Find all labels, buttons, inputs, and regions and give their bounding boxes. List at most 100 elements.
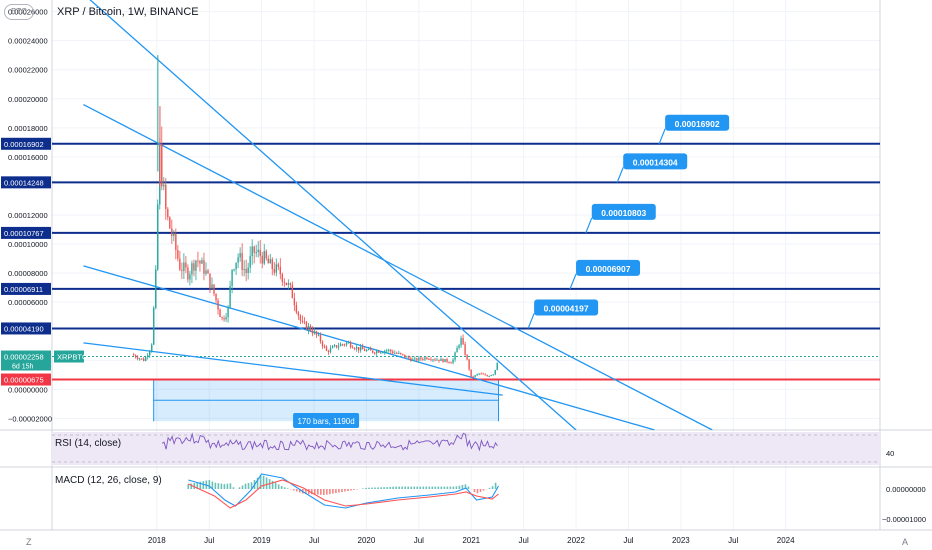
x-tick-label: 2022 (567, 536, 585, 545)
candle-body (454, 352, 456, 360)
candle-body (327, 350, 330, 353)
measure-label: 170 bars, 1190d (297, 417, 354, 426)
current-price-countdown: 6d 15h (12, 364, 34, 371)
y-tick-label: 0.00000000 (8, 385, 48, 394)
candle-body (426, 357, 428, 359)
symbol-badge[interactable]: BTC (4, 4, 34, 20)
rsi-level-label: 40 (886, 449, 894, 458)
candle-body (305, 322, 308, 330)
macd-histogram-bar (250, 482, 253, 489)
macd-histogram-bar (434, 486, 437, 489)
callout-pointer (527, 313, 535, 329)
candle-body (255, 251, 257, 253)
macd-histogram-bar (383, 487, 385, 489)
macd-histogram-bar (467, 486, 470, 489)
measure-label-bg (293, 413, 360, 428)
candle-body (406, 356, 408, 358)
candle-body (136, 357, 139, 359)
callout-label: 0.00014304 (633, 157, 678, 167)
candle-body (337, 346, 340, 348)
candle-body (474, 375, 476, 378)
candle-body (147, 355, 149, 358)
callout-pointer (658, 128, 666, 145)
symbol-tag-bg (54, 350, 84, 363)
y-tick-label: 0.00008000 (8, 269, 48, 278)
candle-body (177, 249, 179, 259)
level-axis-label-bg (1, 226, 51, 239)
x-tick-label: Jul (623, 536, 633, 545)
candle-body (428, 358, 430, 360)
macd-histogram-bar (310, 489, 313, 495)
candle-body (374, 352, 376, 354)
candle-body (448, 361, 450, 363)
macd-title[interactable]: MACD (12, 26, close, 9) (55, 475, 162, 486)
macd-histogram-bar (392, 486, 394, 489)
x-tick-label: Jul (204, 536, 214, 545)
candle-body (384, 350, 386, 353)
x-tick-label: Jul (519, 536, 529, 545)
macd-histogram-bar (223, 484, 226, 489)
candle-body (263, 251, 265, 264)
candle-body (315, 331, 318, 335)
macd-histogram-bar (428, 486, 431, 489)
candle-body (363, 349, 366, 351)
candle-body (265, 251, 267, 259)
x-tick-label: Jul (309, 536, 319, 545)
level-axis-label: 0.00004190 (4, 324, 44, 333)
macd-histogram-bar (208, 479, 211, 489)
macd-histogram-bar (256, 477, 259, 489)
macd-histogram-bar (446, 486, 449, 489)
candle-body (436, 359, 438, 361)
callout-box (576, 259, 641, 276)
candle-body (279, 266, 282, 275)
candle-body (341, 344, 344, 346)
macd-histogram-bar (226, 483, 229, 489)
macd-histogram-bar (196, 482, 199, 489)
macd-histogram-bar (368, 487, 370, 489)
y-tick-label: 0.00024000 (8, 37, 48, 46)
candle-body (484, 374, 486, 376)
candle-body (257, 249, 259, 252)
candle-body (359, 346, 362, 351)
candle-body (440, 358, 442, 361)
candle-body (221, 316, 223, 319)
candle-body (151, 344, 153, 352)
candle-body (173, 233, 175, 236)
candle-body (289, 283, 292, 285)
candle-body (323, 346, 326, 348)
macd-histogram-bar (464, 484, 467, 489)
candle-body (169, 217, 171, 229)
candle-body (155, 269, 157, 308)
candle-body (251, 246, 253, 256)
auto-scale-button[interactable]: A (902, 537, 909, 547)
callout-pointer (585, 217, 593, 234)
candle-body (335, 345, 338, 348)
callout-pointer (616, 167, 624, 183)
candle-body (357, 347, 360, 351)
candle-body (444, 358, 446, 363)
candle-body (197, 260, 199, 262)
macd-histogram-bar (335, 489, 337, 494)
candle-body (464, 344, 466, 355)
candle-body (273, 269, 275, 273)
callout-box (623, 153, 688, 170)
support-axis-label-bg (1, 373, 51, 386)
level-axis-label: 0.00006911 (4, 285, 43, 294)
level-axis-label: 0.00016902 (4, 140, 44, 149)
candle-body (267, 258, 269, 264)
candle-body (424, 357, 426, 360)
candle-body (134, 355, 137, 358)
y-tick-label: 0.00006000 (8, 298, 48, 307)
signal-line (188, 479, 499, 509)
candle-body (367, 348, 370, 350)
candle-body (492, 374, 494, 376)
macd-histogram-bar (461, 485, 464, 489)
macd-histogram (187, 475, 497, 495)
candle-body (231, 269, 233, 287)
candle-body (269, 259, 271, 264)
candle-body (470, 369, 472, 377)
zoom-reset-button[interactable]: Z (26, 537, 32, 547)
rsi-title[interactable]: RSI (14, close) (55, 438, 122, 449)
candle-body (412, 359, 414, 361)
macd-histogram-bar (280, 486, 283, 489)
